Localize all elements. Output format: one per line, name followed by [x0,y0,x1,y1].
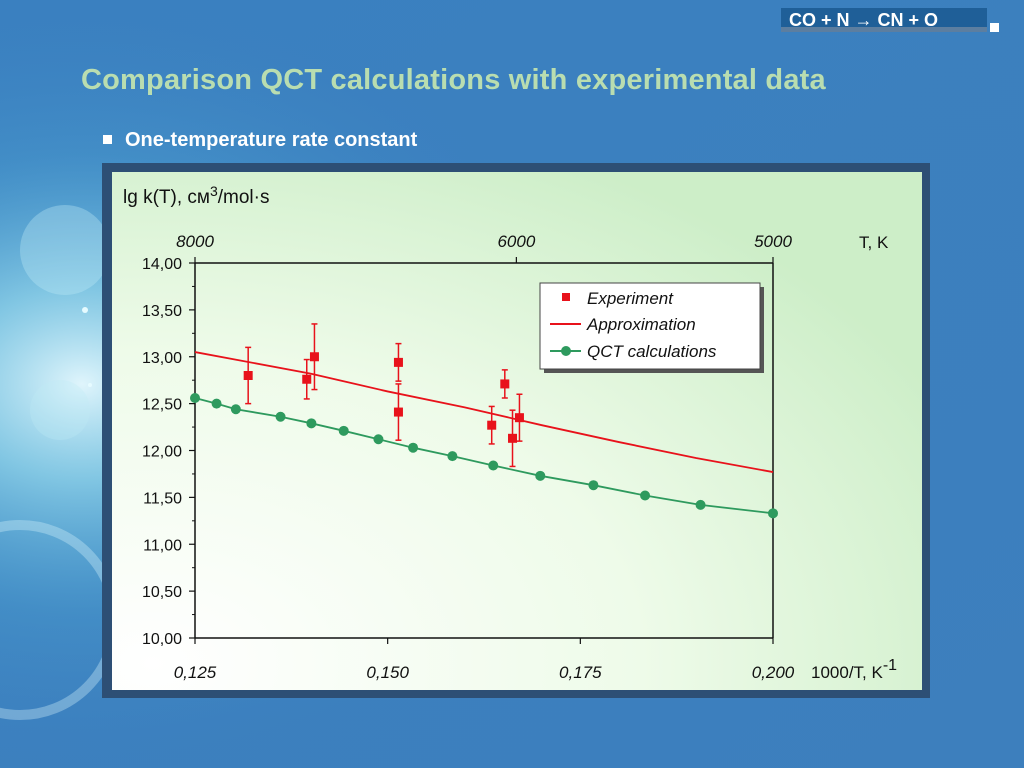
qct-point [535,470,546,481]
experiment-point [500,379,510,389]
qct-point [373,434,384,445]
bullet-square-icon [103,135,112,144]
y-axis-label-sup: 3 [210,183,218,199]
x2-tick-label: 6000 [497,232,535,251]
experiment-point [487,420,497,430]
legend-item-approximation: Approximation [550,315,696,334]
qct-point [338,425,349,436]
y-tick-label: 13,50 [142,303,182,320]
qct-point [408,442,419,453]
series-layer [190,323,778,519]
y-axis-label: lg k(T), см3/mol·s [123,183,269,208]
y-tick-label: 13,00 [142,350,182,367]
experiment-point [302,374,312,384]
experiment-point [393,407,403,417]
qct-point [230,404,241,415]
y-tick-label: 10,50 [142,584,182,601]
experiment-point [243,371,253,380]
legend-experiment-label: Experiment [587,289,674,308]
y-axis-label-rest: /mol·s [218,187,270,208]
x2-tick-label: 8000 [176,232,214,251]
y-tick-label: 12,50 [142,397,182,414]
qct-point [275,411,286,422]
approximation-line [194,351,774,473]
legend: Experiment Approximation QCT calculation… [539,282,764,373]
experiment-point [393,357,403,367]
experiment-point [309,352,319,362]
qct-point [588,480,599,491]
x-axis-label-base: 1000/T, K [811,663,883,682]
legend-experiment-marker [562,293,570,301]
x-tick-label: 0,125 [174,663,217,682]
qct-point [447,451,458,462]
axes-layer: 10,00 10,50 11,00 11,50 12,00 12,50 13,00 13,50… [142,232,795,682]
experiment-point [514,413,524,423]
legend-item-experiment: Experiment [562,289,674,308]
y-tick-label: 11,00 [143,537,182,554]
x-tick-label: 0,200 [752,663,795,682]
plot-area-background [112,172,922,690]
experiment-point [508,433,518,443]
legend-item-qct: QCT calculations [550,342,717,361]
qct-point [306,418,317,429]
y-tick-label: 14,00 [142,256,182,273]
qct-point [211,398,222,409]
slide-subtitle: One-temperature rate constant [125,129,418,151]
legend-qct-marker [561,346,571,356]
topic-label: CO + N → CN + O [781,8,987,32]
qct-point [190,393,200,403]
qct-point [768,508,778,519]
x-tick-label: 0,175 [559,663,602,682]
legend-approximation-label: Approximation [586,315,696,334]
y-axis-label-base: lg k(T), см [123,187,210,208]
qct-point [695,499,706,510]
x-axis-label: 1000/T, K-1 [811,657,897,682]
y-tick-label: 10,00 [142,631,182,648]
qct-point [640,490,651,501]
legend-box [539,282,761,370]
legend-qct-label: QCT calculations [587,342,717,361]
x-axis-label-sup: -1 [883,657,897,674]
y-tick-label: 12,00 [142,444,182,461]
slide-title: Comparison QCT calculations with experim… [81,64,826,96]
x-tick-label: 0,150 [366,663,409,682]
x2-axis-label: T, K [859,233,889,252]
corner-square-decoration [990,23,999,32]
qct-point [488,460,499,471]
x2-tick-label: 5000 [754,232,792,251]
y-tick-label: 11,50 [143,490,182,507]
